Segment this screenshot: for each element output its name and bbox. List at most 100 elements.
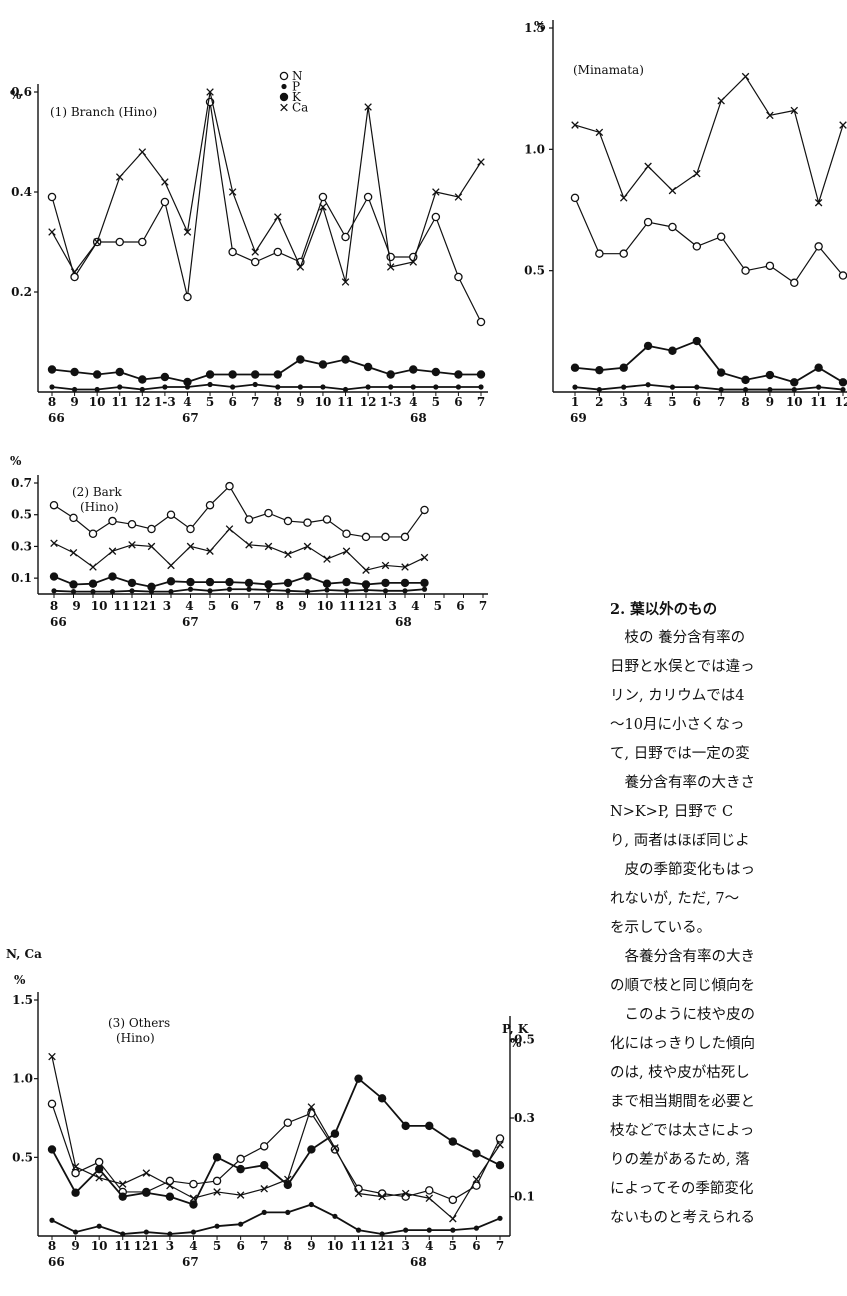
- x-tick-label: 4: [411, 599, 419, 613]
- y-tick-label: 1.5: [12, 993, 33, 1007]
- legend-marker-N: [279, 71, 289, 81]
- data-point-P: [403, 1227, 409, 1233]
- data-point-P: [190, 1229, 197, 1235]
- data-point-Ca: [619, 194, 628, 202]
- chart-panel-1: 123456789101112690.51.01.5%(Minamata): [524, 19, 847, 425]
- data-point-Ca: [206, 88, 214, 96]
- x-tick-label: 5: [213, 1239, 221, 1253]
- section-heading: 2. 葉以外のもの: [610, 601, 718, 618]
- data-point-Ca: [296, 263, 305, 271]
- series-N: [47, 97, 486, 327]
- data-point-P: [332, 1213, 338, 1219]
- chart-subtitle: (Hino): [80, 500, 119, 514]
- data-point-N: [205, 500, 215, 510]
- data-point-N: [186, 524, 195, 534]
- legend-label-K: K: [292, 90, 302, 104]
- data-point-P: [207, 588, 213, 594]
- year-label: 68: [410, 411, 427, 425]
- data-point-N: [386, 252, 395, 262]
- data-point-N: [212, 1176, 222, 1186]
- series-Ca: [571, 72, 847, 207]
- data-point-Ca: [161, 178, 169, 186]
- data-point-K: [165, 1192, 175, 1201]
- data-point-Ca: [228, 188, 237, 196]
- data-point-Ca: [303, 542, 312, 551]
- data-point-P: [478, 384, 484, 390]
- series-Ca: [48, 88, 485, 286]
- x-tick-label: 4: [189, 1239, 197, 1253]
- data-point-N: [381, 532, 390, 542]
- series-line-Ca: [574, 75, 844, 205]
- series-line-Ca: [51, 91, 482, 283]
- data-point-Ca: [342, 547, 351, 555]
- data-point-N: [244, 515, 254, 524]
- x-tick-label: 6: [693, 395, 701, 409]
- data-point-P: [572, 384, 578, 390]
- text-line: れないが, ただ, 7〜: [610, 891, 740, 907]
- data-point-Ca: [362, 566, 370, 574]
- data-point-N: [790, 278, 799, 288]
- data-point-K: [454, 370, 463, 379]
- data-point-Ca: [331, 1144, 339, 1152]
- data-point-N: [420, 505, 429, 515]
- data-point-Ca: [766, 111, 774, 120]
- series-K: [47, 355, 486, 387]
- data-point-K: [361, 580, 371, 589]
- data-point-Ca: [118, 1180, 127, 1188]
- data-point-K: [741, 375, 750, 385]
- x-tick-label: 5: [208, 599, 216, 613]
- data-point-N: [273, 247, 283, 257]
- data-point-Ca: [48, 228, 56, 236]
- data-point-K: [49, 572, 59, 581]
- data-point-P: [473, 1225, 480, 1231]
- data-point-K: [147, 582, 156, 592]
- x-tick-label: 8: [48, 395, 56, 409]
- series-P: [49, 381, 484, 393]
- x-tick-label: 12: [360, 395, 377, 409]
- series-line-N: [574, 197, 844, 284]
- x-tick-label: 8: [741, 395, 749, 409]
- data-point-K: [108, 572, 117, 581]
- x-tick-label: 7: [260, 1239, 268, 1253]
- text-line: 枝の 養分含有率の: [624, 630, 746, 646]
- data-point-K: [425, 1121, 434, 1131]
- data-point-P: [94, 386, 100, 393]
- data-point-P: [71, 386, 78, 393]
- data-point-N: [431, 212, 441, 222]
- data-point-P: [767, 386, 773, 393]
- x-tick-label: 6: [472, 1239, 480, 1253]
- chart-panel-3: 8 9 10 11 121 3 4 5 6 7 8 9 10 11 121 3 4 5 6 766 67 680.51.0…: [6, 947, 535, 1269]
- data-point-Ca: [206, 547, 214, 555]
- year-label: 66: [48, 1255, 65, 1269]
- text-line: り, 両者はほぼ同じよ: [610, 833, 750, 849]
- text-line: 養分含有率の大きさ: [624, 775, 756, 791]
- y-tick-label-right: 0.5: [514, 1032, 535, 1046]
- chart-panel-0: 8 9 10 11 12 1-3 4 5 6 7 8 9 10 11 12 1-3 4 5 6 766 67 680.20…: [10, 69, 488, 425]
- x-tick-label: 1-3: [380, 395, 402, 409]
- data-point-Ca: [323, 555, 331, 563]
- x-tick-label: 8: [50, 599, 58, 613]
- data-point-N: [108, 516, 117, 526]
- text-line: によってその季節変化: [610, 1181, 754, 1197]
- text-line: 枝などでは太さによっ: [610, 1123, 755, 1139]
- x-tick-label: 11: [350, 1239, 367, 1253]
- data-point-P: [168, 589, 174, 595]
- data-point-N: [166, 510, 176, 519]
- data-point-K: [69, 580, 78, 589]
- legend-marker-Ca: [280, 103, 288, 112]
- y-tick-label: 0.3: [11, 539, 32, 553]
- data-point-N: [49, 500, 59, 510]
- data-point-K: [283, 1180, 292, 1190]
- x-tick-label: 4: [425, 1239, 433, 1253]
- data-point-Ca: [142, 1169, 151, 1177]
- x-tick-label: 7: [717, 395, 725, 409]
- data-point-P: [117, 384, 123, 390]
- data-point-K: [205, 577, 215, 587]
- data-point-K: [342, 577, 351, 587]
- x-tick-label: 9: [71, 1239, 79, 1253]
- data-point-P: [129, 588, 135, 594]
- data-point-N: [47, 192, 57, 202]
- data-point-P: [49, 384, 55, 390]
